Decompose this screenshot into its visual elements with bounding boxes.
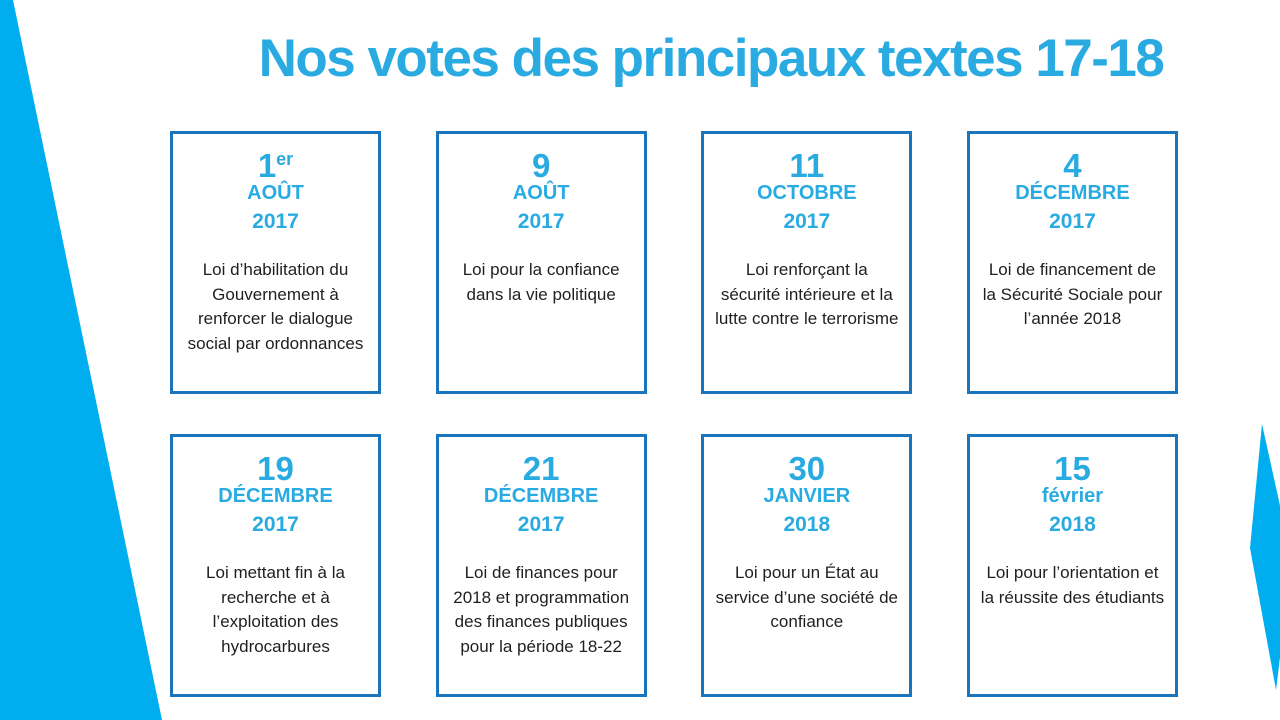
day-number: 21	[522, 450, 560, 487]
card-date-day: 15	[980, 450, 1165, 487]
day-number: 19	[257, 450, 294, 487]
card-date-year: 2017	[252, 513, 299, 536]
law-card-7: 30 JANVIER 2018 Loi pour un État au serv…	[701, 434, 913, 697]
card-date-day: 21	[449, 450, 634, 487]
law-card-4: 4 DÉCEMBRE 2017 Loi de financement de la…	[966, 131, 1178, 394]
law-card-5: 19 DÉCEMBRE 2017 Loi mettant fin à la re…	[170, 434, 381, 697]
card-date-day: 30	[714, 450, 899, 487]
law-card-8: 15 février 2018 Loi pour l’orientation e…	[966, 434, 1178, 697]
card-date-month: DÉCEMBRE	[218, 485, 333, 507]
day-ordinal-suffix: er	[276, 149, 294, 169]
right-wedge-shape	[1250, 424, 1280, 690]
card-date-year: 2017	[517, 210, 565, 233]
card-date-year: 2017	[252, 210, 299, 233]
card-date-month: OCTOBRE	[756, 182, 857, 204]
cards-row-2: 19 DÉCEMBRE 2017 Loi mettant fin à la re…	[170, 434, 1178, 697]
card-date-day: 11	[714, 147, 899, 184]
day-number: 15	[1054, 450, 1091, 487]
card-law-text: Loi mettant fin à la recherche et à l’ex…	[206, 563, 345, 656]
card-date-month: février	[1041, 485, 1104, 507]
day-number: 4	[1063, 147, 1082, 184]
card-date-month: AOÛT	[512, 182, 570, 204]
card-date-year: 2017	[1049, 210, 1096, 233]
day-number: 9	[531, 147, 551, 184]
law-card-2: 9 AOÛT 2017 Loi pour la confiance dans l…	[435, 131, 647, 394]
card-date-day: 4	[980, 147, 1165, 184]
cards-row-1: 1er AOÛT 2017 Loi d’habilitation du Gouv…	[170, 131, 1178, 394]
card-date-year: 2018	[783, 513, 831, 536]
card-law-text: Loi pour un État au service d’une sociét…	[715, 563, 898, 631]
card-law-text: Loi pour la confiance dans la vie politi…	[462, 260, 620, 304]
card-date-day: 1er	[183, 147, 368, 184]
left-wedge-shape	[0, 0, 162, 720]
card-date-year: 2017	[783, 210, 831, 233]
card-law-text: Loi pour l’orientation et la réussite de…	[980, 563, 1165, 607]
law-card-1: 1er AOÛT 2017 Loi d’habilitation du Gouv…	[170, 131, 381, 394]
day-number: 11	[789, 147, 825, 184]
card-date-month: DÉCEMBRE	[1015, 182, 1130, 204]
card-law-text: Loi de financement de la Sécurité Social…	[982, 260, 1163, 328]
card-law-text: Loi renforçant la sécurité intérieure et…	[715, 260, 899, 328]
card-date-year: 2017	[517, 513, 565, 536]
card-date-day: 9	[449, 147, 634, 184]
law-card-3: 11 OCTOBRE 2017 Loi renforçant la sécuri…	[701, 131, 913, 394]
card-law-text: Loi d’habilitation du Gouvernement à ren…	[187, 260, 364, 353]
card-date-day: 19	[183, 450, 368, 487]
card-law-text: Loi de finances pour 2018 et programmati…	[453, 563, 630, 656]
day-number: 30	[788, 450, 826, 487]
law-card-6: 21 DÉCEMBRE 2017 Loi de finances pour 20…	[435, 434, 647, 697]
slide-title: Nos votes des principaux textes 17-18	[258, 29, 1165, 88]
card-date-year: 2018	[1049, 513, 1096, 536]
card-date-month: AOÛT	[247, 182, 304, 204]
card-date-month: DÉCEMBRE	[483, 485, 599, 507]
day-number: 1	[257, 147, 277, 184]
card-date-month: JANVIER	[763, 485, 851, 507]
